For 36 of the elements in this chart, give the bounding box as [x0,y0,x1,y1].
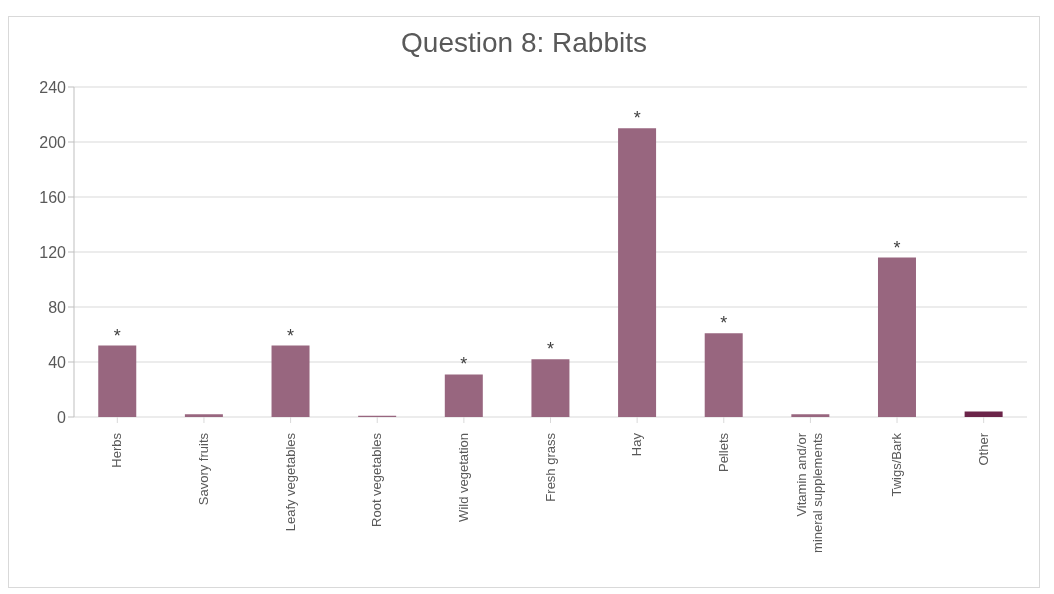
bar [98,345,137,417]
y-tick-label: 240 [39,78,67,96]
x-tick-label: Vitamin and/or mineral supplements [794,432,826,553]
bar [704,333,743,417]
bar [964,411,1003,417]
x-tick-label: Fresh grass [542,432,558,502]
x-tick-label: Twigs/Bark [889,432,905,497]
y-tick-label: 120 [39,243,67,261]
annotation: * [287,325,295,346]
y-tick-label: 200 [39,133,67,151]
x-tick-label: Hay [629,432,645,457]
annotation: * [893,237,901,258]
x-tick-label: Root vegetables [369,432,385,527]
annotation: * [113,325,121,346]
bar [271,345,310,417]
annotation: * [633,108,641,129]
bar [791,414,830,417]
annotation: * [720,313,728,334]
x-tick-label: Wild vegetation [455,433,471,522]
x-tick-label: Leafy vegetables [282,432,298,532]
annotation: * [546,339,555,360]
chart-title: Question 8: Rabbits [400,27,648,60]
bar [444,374,483,417]
bar [184,414,223,417]
bar [531,359,570,417]
y-tick-label: 0 [57,408,67,426]
bar [618,128,657,417]
x-tick-label: Pellets [715,432,731,473]
annotation: * [460,354,468,375]
y-tick-label: 40 [48,353,67,371]
x-tick-label: Herbs [109,432,125,468]
y-tick-label: 80 [48,298,67,316]
x-tick-label: Other [975,432,991,466]
x-tick-label: Savory fruits [195,432,211,506]
bar [877,257,916,417]
y-tick-label: 160 [39,188,67,206]
